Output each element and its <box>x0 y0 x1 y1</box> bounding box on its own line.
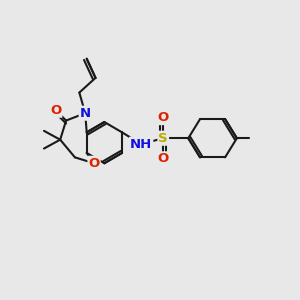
Text: N: N <box>80 107 91 120</box>
Text: O: O <box>50 104 61 117</box>
Text: O: O <box>158 152 169 165</box>
Text: O: O <box>158 111 169 124</box>
Text: NH: NH <box>130 138 152 151</box>
Text: O: O <box>88 157 100 170</box>
Text: S: S <box>158 132 168 145</box>
